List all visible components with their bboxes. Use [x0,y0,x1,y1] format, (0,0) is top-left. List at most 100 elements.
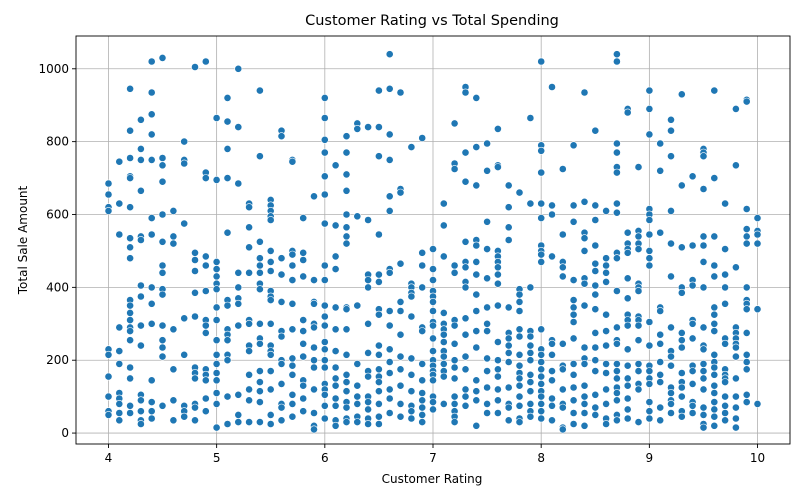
data-point [515,297,524,306]
data-point [158,336,167,345]
data-point [385,369,394,377]
data-point [266,216,275,224]
data-point [537,325,546,334]
data-point [699,403,708,412]
x-tick-label: 7 [429,451,437,465]
data-point [212,423,221,432]
data-point [342,148,351,157]
data-point [602,385,610,394]
data-point [234,64,243,73]
data-point [299,407,308,416]
data-point [147,376,156,385]
data-point [429,297,437,306]
data-point [104,410,113,419]
data-point [299,381,308,390]
data-point [645,407,654,416]
data-point [493,385,502,394]
data-point [472,396,481,405]
data-point [472,94,481,102]
data-point [212,303,221,312]
data-point [126,84,135,93]
data-point [439,221,448,230]
data-point [201,57,210,66]
data-point [732,414,740,423]
data-point [439,308,448,317]
data-point [634,163,643,171]
data-point [212,336,221,345]
data-point [374,277,383,286]
data-point [699,283,708,292]
data-point [493,365,502,374]
data-point [623,345,632,354]
data-point [396,259,405,268]
data-point [223,94,232,102]
x-axis-label: Customer Rating [382,472,483,486]
data-point [526,348,535,357]
data-point [742,225,751,233]
data-point [331,303,340,312]
data-point [753,239,762,248]
data-point [234,123,243,131]
data-point [191,288,199,297]
data-point [212,175,221,184]
data-point [699,374,708,383]
data-point [180,137,189,146]
data-point [147,155,156,164]
data-point [277,254,286,263]
data-point [429,276,437,284]
data-point [613,139,621,148]
data-point [667,272,675,281]
data-point [591,267,600,275]
data-point [266,410,275,419]
data-point [212,376,221,385]
data-point [288,361,297,370]
data-point [115,409,124,417]
data-point [602,261,610,270]
data-point [504,341,513,350]
data-point [591,367,600,375]
data-point [591,241,600,250]
data-point [331,394,340,403]
data-point [623,405,632,414]
data-point [645,367,654,375]
data-point [245,347,253,355]
data-point [580,399,589,408]
data-point [504,383,513,392]
data-point [255,254,264,263]
data-point [613,199,621,208]
data-point [699,185,708,193]
data-point [158,237,167,246]
data-point [342,350,351,359]
data-point [493,301,502,310]
data-point [602,206,610,215]
data-point [602,399,610,408]
data-point [515,361,524,370]
data-point [623,274,632,283]
data-point [201,407,210,416]
data-point [753,399,762,408]
data-point [721,245,729,253]
data-point [753,214,762,222]
data-point [299,316,308,324]
data-point [450,392,459,401]
data-point [548,339,556,348]
data-point [613,287,621,295]
data-point [320,401,329,410]
data-point [450,363,459,372]
data-point [126,126,135,135]
data-point [147,230,156,239]
x-tick-label: 4 [105,451,113,465]
data-point [418,283,427,292]
data-point [266,319,275,328]
data-point [623,414,632,423]
data-point [342,132,351,141]
data-point [255,237,264,246]
data-point [385,268,394,277]
data-point [234,390,243,399]
data-point [677,369,686,377]
data-point [656,403,665,412]
data-point [602,254,610,263]
data-point [569,370,578,379]
data-point [613,168,621,177]
data-point [656,330,665,339]
